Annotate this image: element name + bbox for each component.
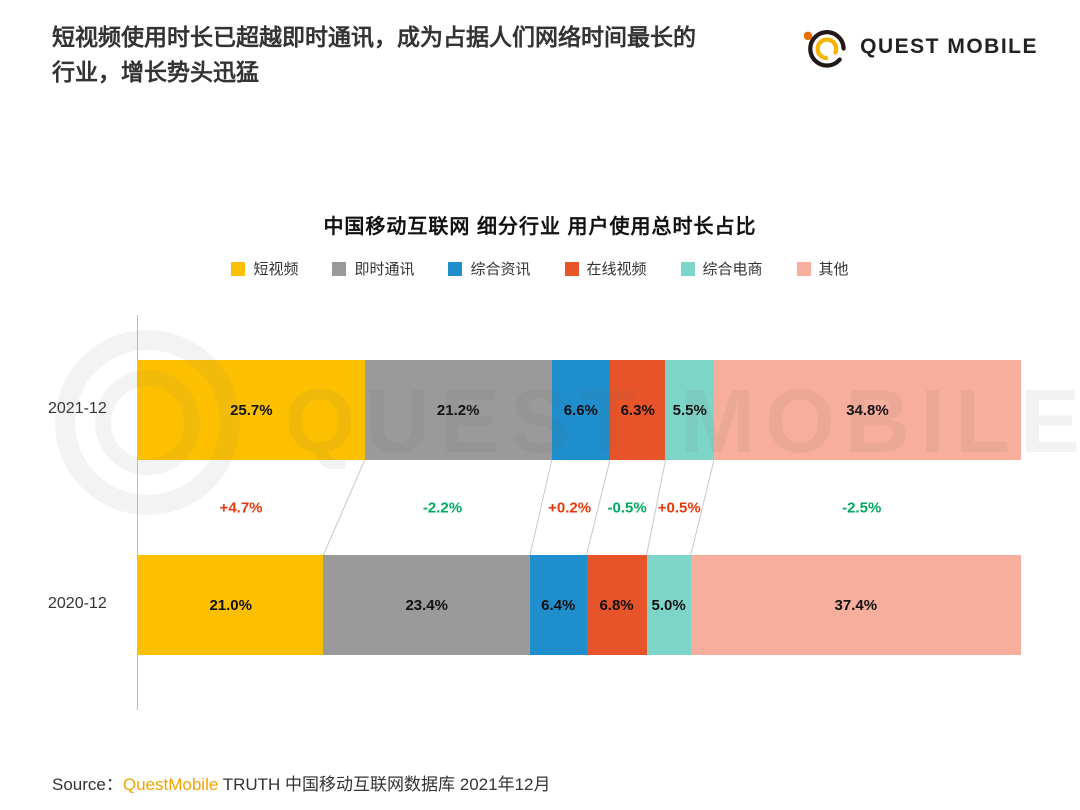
legend-swatch — [231, 261, 246, 276]
legend-label: 其他 — [818, 261, 849, 278]
legend-item-综合电商: 综合电商 — [680, 258, 763, 279]
change-label-其他: -2.5% — [842, 499, 882, 516]
bar-segment-2021-12-即时通讯: 21.2% — [364, 360, 552, 460]
bar-segment-2021-12-短视频: 25.7% — [138, 360, 365, 460]
change-label-综合电商: +0.5% — [657, 499, 701, 516]
source-brand: QuestMobile — [122, 775, 219, 794]
legend-item-综合资讯: 综合资讯 — [448, 258, 531, 279]
legend-item-即时通讯: 即时通讯 — [332, 258, 414, 279]
bar-segment-value: 21.0% — [209, 596, 252, 614]
legend-swatch — [564, 261, 579, 276]
connector-lines — [138, 460, 1021, 555]
bar-segment-2021-12-在线视频: 6.3% — [609, 360, 666, 460]
bar-segment-value: 6.8% — [599, 596, 634, 614]
connector-line — [530, 460, 552, 555]
legend-item-短视频: 短视频 — [231, 258, 298, 279]
stacked-bar-2020: 21.0% 23.4% 6.4% 6.8% 5.0% 37.4% — [138, 555, 1021, 655]
bar-segment-value: 25.7% — [230, 401, 273, 419]
logo-wordmark: QUEST MOBILE — [860, 35, 1038, 58]
bar-segment-value: 6.3% — [620, 401, 655, 419]
bar-segment-2020-12-在线视频: 6.8% — [586, 555, 647, 655]
source-prefix: Source： — [52, 775, 123, 794]
legend-label: 综合资讯 — [470, 261, 531, 278]
legend-label: 短视频 — [253, 261, 299, 278]
plot-area: 25.7% 21.2% 6.6% 6.3% 5.5% 34.8% +4.7% -2.2% +0… — [137, 315, 1021, 710]
bar-segment-value: 5.0% — [651, 596, 686, 614]
legend-label: 在线视频 — [586, 261, 647, 278]
bar-segment-value: 6.4% — [541, 596, 576, 614]
bar-segment-2020-12-综合资讯: 6.4% — [530, 555, 587, 655]
page-title: 短视频使用时长已超越即时通讯，成为占据人们网络时间最长的 行业，增长势头迅猛 — [52, 24, 696, 85]
chart-title: 中国移动互联网 细分行业 用户使用总时长占比 — [323, 216, 757, 238]
questmobile-logo: QUEST MOBILE — [801, 22, 1038, 72]
bar-segment-value: 23.4% — [405, 596, 448, 614]
change-label-综合资讯: +0.2% — [548, 499, 592, 516]
change-label-即时通讯: -2.2% — [422, 499, 463, 516]
legend-item-其他: 其他 — [796, 258, 849, 279]
bar-segment-2021-12-综合资讯: 6.6% — [551, 360, 610, 460]
questmobile-logo-icon — [803, 30, 846, 68]
legend-item-在线视频: 在线视频 — [564, 258, 647, 279]
stacked-bar-2021: 25.7% 21.2% 6.6% 6.3% 5.5% 34.8% — [138, 360, 1021, 460]
change-label-在线视频: -0.5% — [607, 499, 647, 516]
legend-swatch — [796, 261, 811, 276]
bar-segment-2021-12-其他: 34.8% — [714, 360, 1021, 460]
bar-segment-2020-12-短视频: 21.0% — [138, 555, 324, 655]
connector-line — [587, 460, 610, 555]
bar-segment-value: 37.4% — [834, 596, 878, 614]
bar-segment-value: 6.6% — [563, 401, 598, 419]
legend-label: 综合电商 — [702, 261, 763, 278]
connector-line — [647, 460, 666, 555]
connector-line — [691, 460, 714, 555]
bar-segment-2021-12-综合电商: 5.5% — [665, 360, 714, 460]
row-label-2020: 2020-12 — [48, 595, 107, 612]
bar-segment-2020-12-综合电商: 5.0% — [646, 555, 691, 655]
change-row: +4.7% -2.2% +0.2% -0.5% +0.5% -2.5% — [138, 460, 1021, 555]
bar-segment-2020-12-即时通讯: 23.4% — [323, 555, 531, 655]
legend-label: 即时通讯 — [354, 261, 415, 278]
connector-line — [323, 460, 364, 555]
legend-swatch — [680, 261, 695, 276]
bar-segment-value: 5.5% — [672, 401, 707, 419]
source-line: Source：QuestMobile TRUTH 中国移动互联网数据库 2021… — [52, 770, 551, 795]
bar-segment-value: 21.2% — [436, 401, 480, 419]
bar-segment-2020-12-其他: 37.4% — [690, 555, 1021, 655]
row-label-2021: 2021-12 — [48, 400, 107, 417]
legend-swatch — [448, 261, 463, 276]
change-label-短视频: +4.7% — [219, 499, 263, 516]
bar-segment-value: 34.8% — [846, 401, 889, 419]
source-suffix: TRUTH 中国移动互联网数据库 2021年12月 — [218, 775, 551, 794]
legend-swatch — [332, 261, 347, 276]
legend: 短视频 即时通讯 综合资讯 在线视频 综合电商 其他 — [0, 258, 1080, 279]
